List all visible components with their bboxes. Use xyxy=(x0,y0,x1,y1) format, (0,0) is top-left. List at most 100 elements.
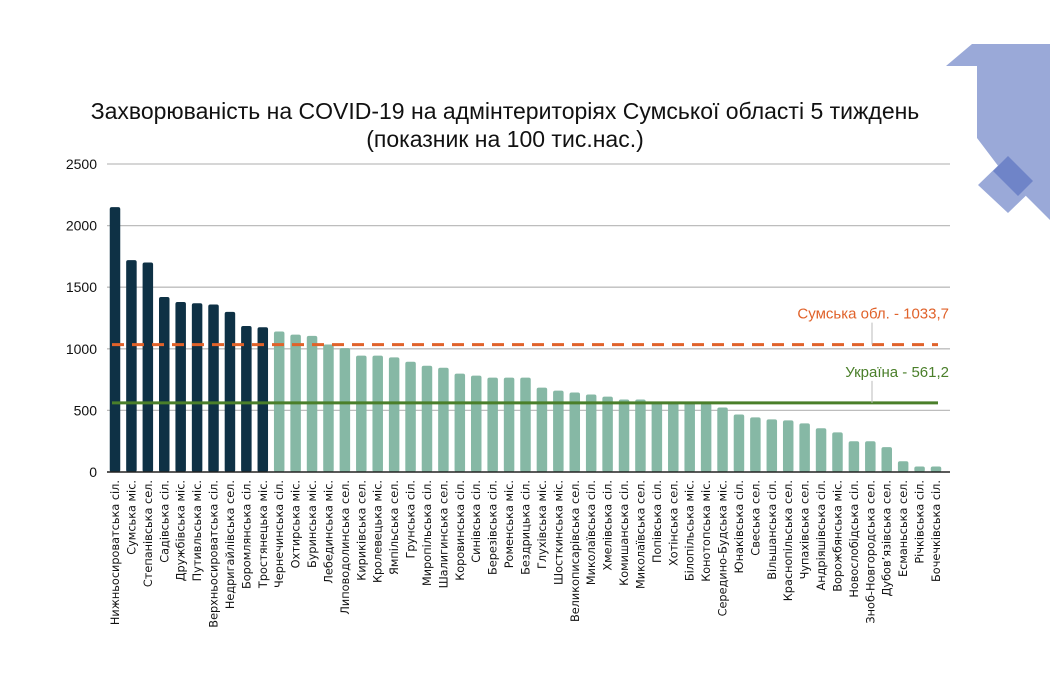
bar xyxy=(799,423,810,472)
x-tick-label: Бочечківська сіл. xyxy=(930,480,943,582)
bar xyxy=(930,466,942,472)
x-tick-label: Ямпільська сел. xyxy=(388,480,401,575)
x-tick-label: Дружбівська міс. xyxy=(175,480,188,581)
x-tick-label: Бездрицька сіл. xyxy=(520,480,533,575)
x-tick-label: Грунська сіл. xyxy=(405,480,418,559)
bar xyxy=(668,402,679,472)
x-tick-label: Сумська міс. xyxy=(125,480,138,555)
x-tick-label: Миколаївська сел. xyxy=(634,480,647,589)
x-tick-label: Юнаківська сіл. xyxy=(733,480,746,574)
x-tick-label: Садівська сіл. xyxy=(158,480,171,563)
bar xyxy=(208,304,219,472)
bar xyxy=(224,311,236,472)
corner-diamond-overlap xyxy=(993,156,1033,196)
bar xyxy=(405,361,416,472)
bar xyxy=(323,344,334,472)
bar xyxy=(881,447,892,472)
bar xyxy=(684,402,695,472)
x-tick-label: Боромлянська сіл. xyxy=(240,480,253,589)
reference-label-ukraine: Україна - 561,2 xyxy=(845,364,949,381)
x-tick-label: Степанівська сел. xyxy=(142,480,155,587)
x-tick-label: Миропільська сіл. xyxy=(421,480,434,586)
x-tick-label: Конотопська міс. xyxy=(700,480,713,582)
x-tick-label: Верхньосироватська сіл. xyxy=(208,480,221,628)
y-tick-label: 1000 xyxy=(66,341,97,357)
bar xyxy=(832,432,843,472)
bars xyxy=(109,207,942,472)
x-tick-label: Кролевецька міс. xyxy=(372,480,385,583)
bar xyxy=(914,466,925,472)
bar xyxy=(257,327,269,472)
bar xyxy=(717,407,728,472)
x-tick-label: Лебединська міс. xyxy=(322,480,335,584)
bar xyxy=(766,419,778,472)
x-tick-label: Недригайлівська сел. xyxy=(224,480,237,609)
x-tick-label: Комишанська сіл. xyxy=(618,480,631,586)
bar xyxy=(241,326,252,472)
bar xyxy=(126,260,137,472)
x-tick-label: Зноб-Новгородська сел. xyxy=(864,480,877,624)
bar xyxy=(585,394,597,472)
x-tick-label: Коровинська сіл. xyxy=(454,480,467,581)
x-tick-label: Річківська сіл. xyxy=(914,480,927,564)
bar xyxy=(470,375,482,472)
x-tick-label: Попівська сіл. xyxy=(651,480,664,563)
bar xyxy=(159,297,170,472)
bar xyxy=(553,390,564,472)
bar xyxy=(602,396,613,472)
bar xyxy=(733,414,745,472)
bar xyxy=(487,377,498,472)
x-tick-label: Нижньосироватська сіл. xyxy=(109,480,122,625)
y-tick-label: 0 xyxy=(89,464,97,480)
bar xyxy=(700,403,712,472)
bar xyxy=(782,420,794,472)
x-tick-label: Шалигинська сел. xyxy=(437,480,450,588)
bar xyxy=(503,377,515,472)
bar xyxy=(618,399,630,472)
y-tick-label: 2000 xyxy=(66,218,97,234)
bar xyxy=(109,207,121,472)
x-tick-label: Хмелівська сіл. xyxy=(602,480,615,571)
bar xyxy=(339,348,351,472)
x-tick-label: Глухівська міс. xyxy=(536,480,549,569)
x-tick-label: Новослобідська сіл. xyxy=(848,480,861,598)
x-tick-label: Великописарівська сел. xyxy=(569,480,582,622)
x-tick-label: Краснопільська сел. xyxy=(782,480,795,601)
bar xyxy=(520,377,531,472)
bar xyxy=(569,392,581,472)
bar xyxy=(815,428,827,472)
x-tick-label: Синівська сіл. xyxy=(470,480,483,563)
x-tick-label: Білопільська міс. xyxy=(684,480,697,581)
bar xyxy=(454,373,466,472)
reference-lines: Сумська обл. - 1033,7 Україна - 561,2 xyxy=(112,306,949,405)
reference-label-oblast: Сумська обл. - 1033,7 xyxy=(797,306,949,323)
bar xyxy=(372,355,383,472)
y-tick-label: 1500 xyxy=(66,279,97,295)
bar xyxy=(651,402,663,472)
x-tick-label: Липоводолинська сел. xyxy=(339,480,352,615)
x-tick-label: Середино-Будська міс. xyxy=(717,480,730,616)
x-tick-label: Миколаївська сіл. xyxy=(585,480,598,585)
chart-subtitle: (показник на 100 тис.нас.) xyxy=(366,126,644,152)
x-axis: Нижньосироватська сіл. Сумська міс. Степан… xyxy=(107,471,950,628)
x-tick-label: Чупахівська сел. xyxy=(799,480,812,579)
bar xyxy=(388,357,400,472)
bar xyxy=(848,441,860,472)
bar xyxy=(421,365,433,472)
x-tick-label: Есманьська сел. xyxy=(897,480,910,577)
y-tick-label: 2500 xyxy=(66,156,97,172)
x-tick-label: Чернечинська сіл. xyxy=(273,480,286,588)
x-tick-label: Свеська сел. xyxy=(749,480,762,556)
x-tick-label: Буринська міс. xyxy=(306,480,319,568)
bar xyxy=(191,303,203,472)
x-tick-label: Роменська міс. xyxy=(503,480,516,568)
x-tick-label: Шосткинська міс. xyxy=(552,480,565,585)
y-tick-label: 500 xyxy=(74,402,98,418)
bar xyxy=(750,417,761,472)
x-tick-label: Березівська сіл. xyxy=(487,480,500,575)
x-tick-label: Кириківська сел. xyxy=(355,480,368,581)
bar xyxy=(897,461,909,472)
x-tick-label: Путивльська міс. xyxy=(191,480,204,581)
bar xyxy=(635,399,646,472)
